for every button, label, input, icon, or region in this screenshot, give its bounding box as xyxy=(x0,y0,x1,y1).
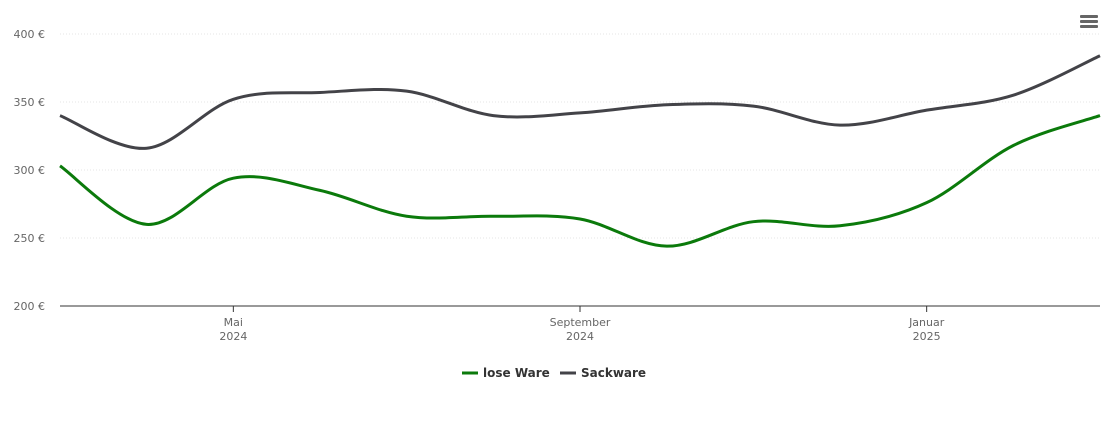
x-tick-label: Januar xyxy=(908,316,945,329)
x-tick-label: 2024 xyxy=(219,330,247,343)
x-tick-label: 2025 xyxy=(913,330,941,343)
series-line xyxy=(59,54,1101,150)
legend: lose Ware Sackware xyxy=(462,366,646,380)
menu-icon[interactable] xyxy=(1080,15,1098,28)
legend-item[interactable]: lose Ware xyxy=(462,366,550,380)
menu-bar xyxy=(1080,20,1098,23)
y-tick-label: 200 € xyxy=(14,300,46,313)
x-tick-label: September xyxy=(550,316,611,329)
y-tick-label: 300 € xyxy=(14,164,46,177)
legend-label: Sackware xyxy=(581,366,646,380)
series-line xyxy=(59,114,1101,248)
y-tick-label: 350 € xyxy=(14,96,46,109)
legend-label: lose Ware xyxy=(483,366,550,380)
menu-bar xyxy=(1080,15,1098,18)
y-tick-label: 400 € xyxy=(14,28,46,41)
menu-bar xyxy=(1080,25,1098,28)
x-tick-label: Mai xyxy=(224,316,243,329)
x-tick-label: 2024 xyxy=(566,330,594,343)
y-tick-label: 250 € xyxy=(14,232,46,245)
legend-item[interactable]: Sackware xyxy=(560,366,646,380)
